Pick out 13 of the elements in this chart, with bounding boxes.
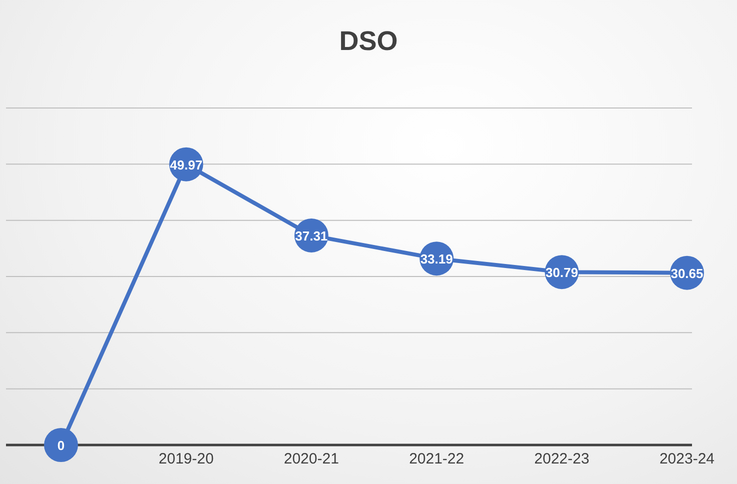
data-label: 37.31 bbox=[295, 228, 328, 244]
data-label: 33.19 bbox=[420, 252, 453, 267]
data-label: 49.97 bbox=[170, 157, 202, 172]
data-label: 0 bbox=[57, 438, 65, 453]
data-label: 30.79 bbox=[546, 265, 578, 280]
x-tick-label: 2021-22 bbox=[409, 450, 464, 468]
x-tick-label: 2022-23 bbox=[534, 450, 590, 468]
chart-title: DSO bbox=[338, 26, 399, 57]
x-tick-label: 2019-20 bbox=[158, 450, 214, 468]
point bbox=[44, 428, 78, 462]
x-tick-label: 2020-21 bbox=[284, 450, 339, 468]
data-label: 30.65 bbox=[670, 266, 704, 281]
x-tick-label: 2023-24 bbox=[659, 450, 715, 468]
